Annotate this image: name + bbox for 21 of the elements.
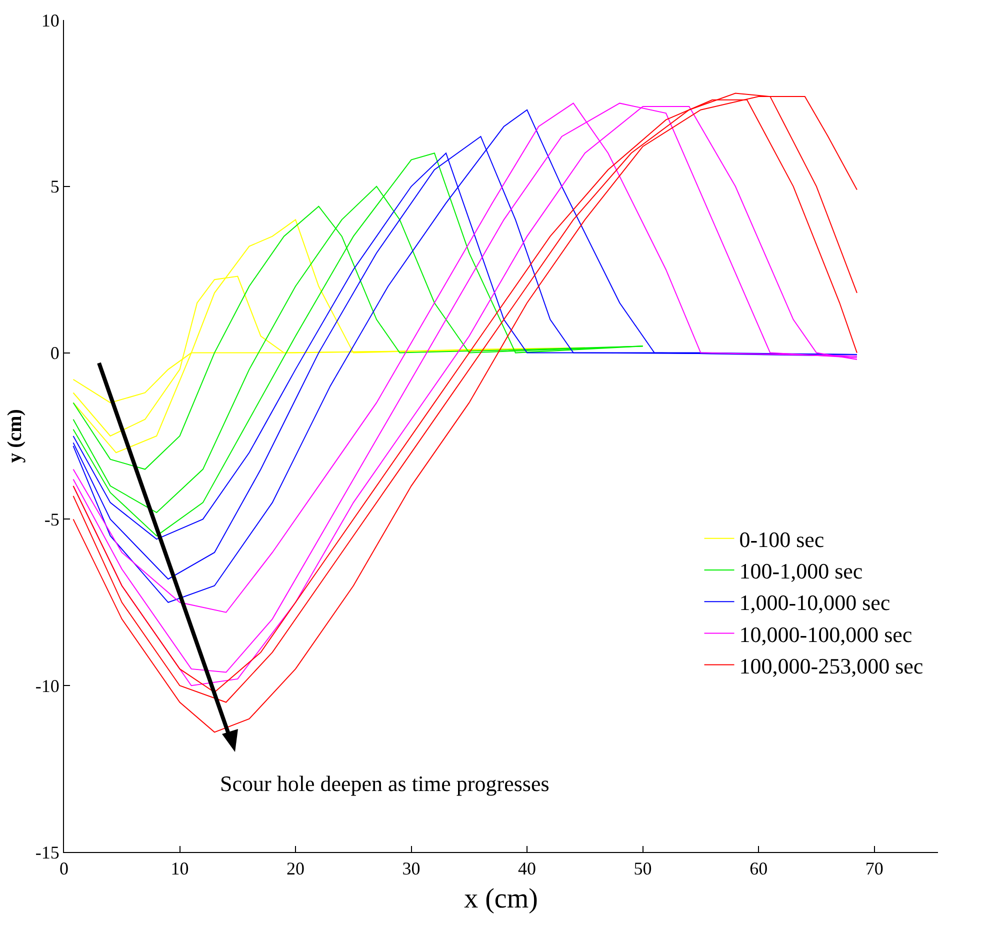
x-axis-title: x (cm) [464,884,538,915]
y-tick-label: 10 [41,10,60,30]
legend-label: 1,000-10,000 sec [739,590,890,616]
y-tick-label: -15 [35,842,60,862]
legend-label: 0-100 sec [739,526,824,552]
legend-label: 100-1,000 sec [739,558,863,584]
legend-label: 10,000-100,000 sec [739,622,912,647]
y-axis-title: y (cm) [4,409,26,463]
legend-label: 100,000-253,000 sec [739,653,924,678]
x-tick-label: 20 [286,858,305,879]
x-tick-label: 70 [865,858,884,879]
x-tick-label: 30 [402,858,420,879]
annotation: Scour hole deepen as time progresses [220,771,550,796]
y-tick-label: -10 [35,676,60,696]
x-tick-label: 40 [518,858,536,879]
x-tick-label: 60 [750,858,768,879]
y-tick-label: 5 [50,176,60,197]
y-tick-label: 0 [50,343,60,364]
x-tick-label: 10 [170,858,189,879]
x-tick-label: 50 [634,858,652,879]
y-tick-label: -5 [44,510,60,530]
